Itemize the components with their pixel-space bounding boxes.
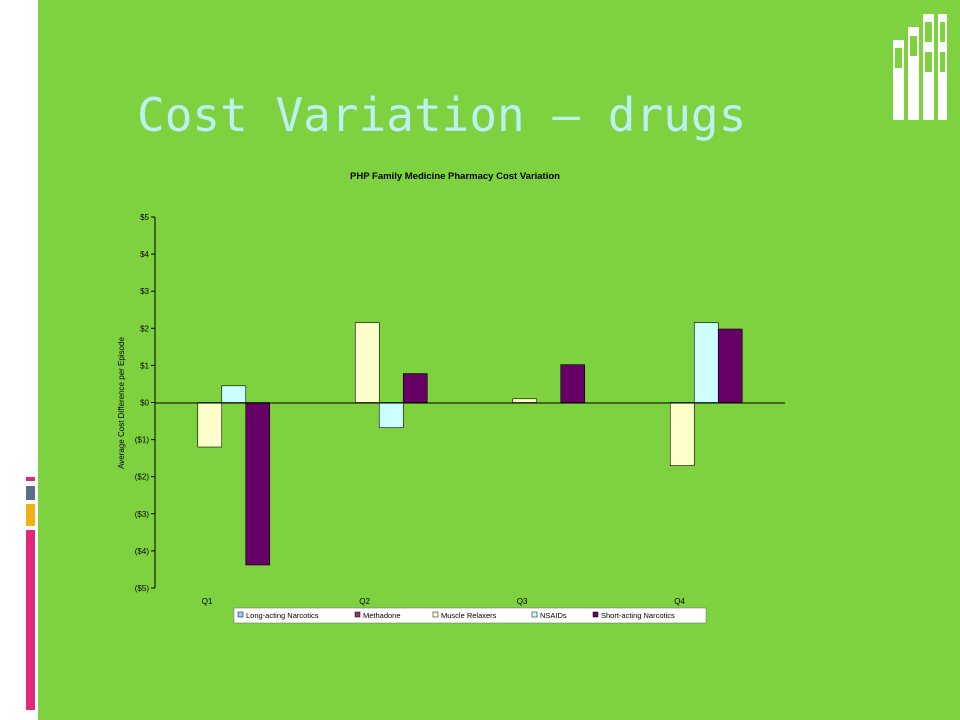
decor-bar-yellow xyxy=(26,504,35,526)
bar-q1-series-3 xyxy=(221,385,247,403)
x-tick-label: Q1 xyxy=(202,597,213,606)
bar-q4-series-3 xyxy=(693,322,719,403)
y-tick-label: $1 xyxy=(140,361,149,370)
y-tick-label: ($4) xyxy=(135,547,150,556)
decor-bar-blue xyxy=(26,486,35,500)
y-tick-label: ($5) xyxy=(135,584,150,593)
x-tick-label: Q4 xyxy=(674,597,685,606)
legend-label: NSAIDs xyxy=(540,611,567,620)
legend-label: Long-acting Narcotics xyxy=(246,611,319,620)
y-tick-label: ($2) xyxy=(135,473,150,482)
bar-q3-series-4 xyxy=(560,364,586,403)
bar-q1-series-4 xyxy=(245,402,271,566)
bar-q2-series-2 xyxy=(354,322,380,403)
legend-box xyxy=(233,607,707,624)
y-tick-label: ($3) xyxy=(135,510,150,519)
legend-swatch xyxy=(354,611,361,618)
slide-title: Cost Variation – drugs xyxy=(137,88,747,142)
x-tick-label: Q3 xyxy=(517,597,528,606)
legend-swatch xyxy=(592,611,599,618)
window-icon xyxy=(893,14,947,120)
y-axis-label: Average Cost Difference per Episode xyxy=(117,337,126,469)
chart-legend: Long-acting Narcotics Methadone Muscle Rel… xyxy=(233,607,707,624)
bar-q4-series-2 xyxy=(669,402,695,466)
legend-swatch xyxy=(531,611,538,618)
y-tick-label: $5 xyxy=(140,213,149,222)
y-axis-ticks: $5 $4 $3 $2 $1 $0 ($1) ($2) ($3) ($4) ($5) xyxy=(135,213,155,593)
bar-q2-series-3 xyxy=(378,402,404,429)
y-tick-label: $0 xyxy=(140,399,149,408)
legend-swatch xyxy=(432,611,439,618)
y-tick-label: ($1) xyxy=(135,436,150,445)
chart-title: PHP Family Medicine Pharmacy Cost Variat… xyxy=(350,171,560,182)
bar-q4-series-4 xyxy=(717,328,743,403)
legend-swatch xyxy=(237,611,244,618)
y-tick-label: $2 xyxy=(140,324,149,333)
x-tick-label: Q2 xyxy=(359,597,370,606)
bar-q2-series-4 xyxy=(402,373,428,403)
legend-label: Short-acting Narcotics xyxy=(601,611,675,620)
chart-bars xyxy=(197,322,743,566)
bar-q3-series-2 xyxy=(512,398,538,403)
legend-label: Muscle Relaxers xyxy=(441,611,497,620)
y-tick-label: $3 xyxy=(140,287,149,296)
x-axis-labels: Q1 Q2 Q3 Q4 xyxy=(202,597,686,606)
decor-bar-pink-top xyxy=(26,477,35,481)
bar-q1-series-2 xyxy=(197,402,223,448)
slide-background xyxy=(38,0,960,720)
legend-label: Methadone xyxy=(363,611,401,620)
y-tick-label: $4 xyxy=(140,250,149,259)
decor-bar-pink-long xyxy=(26,530,35,710)
